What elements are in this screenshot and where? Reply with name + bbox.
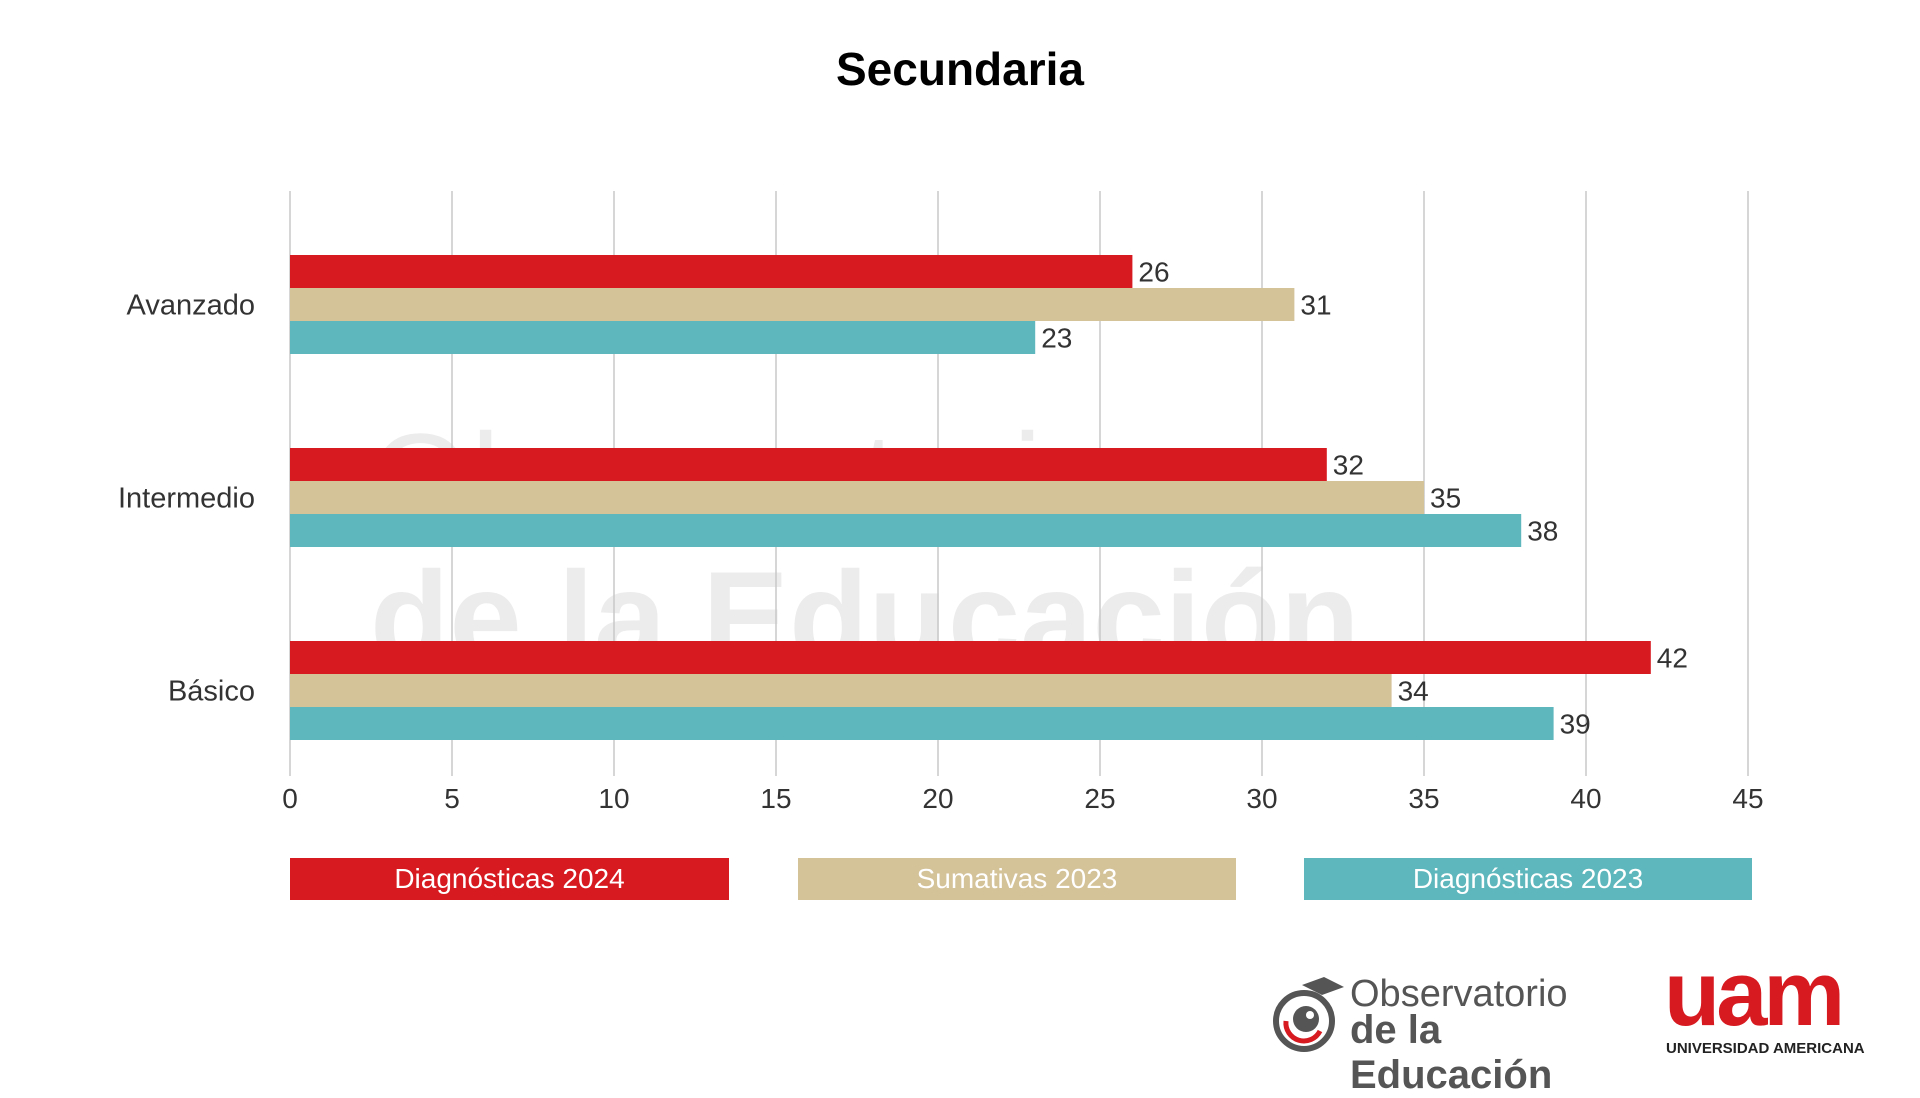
observatorio-logo-line1: Observatorio (1350, 973, 1568, 1015)
data-label: 34 (1398, 676, 1429, 707)
category-label: Intermedio (118, 483, 255, 515)
observatorio-logo-line2: de la Educación (1350, 1008, 1553, 1097)
x-tick-label: 25 (1084, 783, 1115, 814)
legend-sumativas-2023: Sumativas 2023 (798, 858, 1236, 900)
data-label: 23 (1041, 323, 1072, 354)
x-tick-label: 15 (760, 783, 791, 814)
observatorio-logo: Observatorio de la Educación (1272, 973, 1617, 1097)
bar (290, 288, 1295, 321)
x-tick-label: 5 (444, 783, 460, 814)
x-tick-label: 0 (282, 783, 298, 814)
uam-logo-name: UNIVERSIDAD AMERICANA (1666, 1040, 1865, 1057)
data-label: 39 (1560, 709, 1591, 740)
bar (290, 481, 1424, 514)
data-label: 38 (1527, 516, 1558, 547)
data-label: 35 (1430, 483, 1461, 514)
observatorio-eye-icon (1273, 977, 1344, 1052)
x-tick-label: 20 (922, 783, 953, 814)
legend-diagnosticas-2024: Diagnósticas 2024 (290, 858, 729, 900)
bar (290, 255, 1133, 288)
bar (290, 707, 1554, 740)
uam-logo: uam UNIVERSIDAD AMERICANA (1664, 943, 1869, 1058)
x-tick-label: 45 (1732, 783, 1763, 814)
chart-title: Secundaria (836, 43, 1084, 95)
bar (290, 641, 1651, 674)
category-label: Básico (168, 676, 255, 708)
category-label: Avanzado (127, 290, 255, 322)
bar (290, 321, 1036, 354)
uam-logo-mark: uam (1664, 943, 1845, 1045)
x-tick-label: 10 (598, 783, 629, 814)
x-tick-label: 30 (1246, 783, 1277, 814)
data-label: 42 (1657, 643, 1688, 674)
legend-diagnosticas-2023: Diagnósticas 2023 (1304, 858, 1752, 900)
data-label: 32 (1333, 450, 1364, 481)
bar (290, 674, 1392, 707)
data-label: 26 (1138, 257, 1169, 288)
data-label: 31 (1300, 290, 1331, 321)
bar (290, 448, 1327, 481)
x-tick-label: 35 (1408, 783, 1439, 814)
bar (290, 514, 1522, 547)
x-tick-label: 40 (1570, 783, 1601, 814)
